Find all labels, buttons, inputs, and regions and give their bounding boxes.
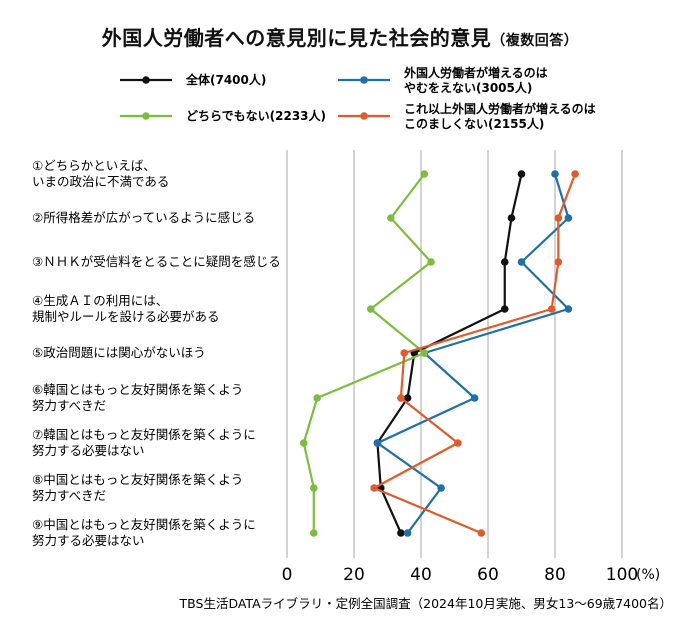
category-label: ①どちらかといえば、 [32, 158, 156, 173]
category-label: ⑥韓国とはもっと友好関係を築くよう [32, 382, 243, 397]
x-tick-label: 80 [544, 565, 566, 585]
legend-swatch-dot [360, 112, 368, 120]
legend-swatch-dot [142, 76, 150, 84]
category-label: ⑧中国とはもっと友好関係を築くよう [32, 472, 243, 487]
data-point [507, 214, 516, 222]
category-label: 努力すべきだ [32, 398, 106, 413]
data-point [387, 214, 395, 222]
data-point [551, 170, 559, 178]
data-point [517, 258, 526, 266]
data-point [547, 305, 556, 313]
data-point [310, 529, 318, 537]
title-main: 外国人労働者への意見別に見た社会的意見 [101, 26, 492, 50]
title-subtitle: （複数回答） [491, 33, 579, 49]
data-point [397, 394, 405, 402]
series-group [299, 170, 579, 537]
x-axis: 0 20 40 60 80 100(%) [282, 565, 661, 585]
category-label: ⑨中国とはもっと友好関係を築くように [32, 517, 256, 532]
category-label: いまの政治に不満である [32, 174, 169, 189]
x-tick-label: 100 [606, 565, 638, 585]
category-label: 努力する必要はない [32, 443, 145, 458]
data-point [437, 484, 445, 492]
data-point [299, 439, 308, 447]
source-note: TBS生活DATAライブラリ・定例全国調査（2024年10月実施、男女13〜69… [179, 596, 672, 611]
data-point [500, 305, 509, 313]
data-point [420, 349, 429, 357]
data-point [571, 170, 579, 178]
data-point [310, 484, 318, 492]
category-label: ⑦韓国とはもっと友好関係を築くように [32, 427, 256, 442]
category-label: ②所得格差が広がっているように感じる [32, 210, 255, 225]
category-labels: ①どちらかといえば、いまの政治に不満である ②所得格差が広がっているように感じる ③… [32, 158, 281, 548]
legend-label: 全体(7400人) [185, 72, 266, 87]
legend-label: 外国人労働者が増えるのは [404, 65, 548, 80]
gridlines [286, 150, 623, 558]
data-point [554, 214, 563, 222]
data-point [373, 439, 382, 447]
legend-label: どちらでもない(2233人) [186, 108, 326, 123]
data-point [397, 529, 405, 537]
chart-title: 外国人労働者への意見別に見た社会的意見（複数回答） [0, 22, 680, 51]
legend-swatch-dot [142, 112, 150, 120]
data-point [454, 439, 462, 447]
data-point [420, 170, 429, 178]
data-point [403, 529, 412, 537]
legend-swatch-dot [360, 76, 368, 84]
category-label: 努力する必要はない [32, 533, 145, 548]
data-point [477, 529, 486, 537]
data-point [554, 258, 563, 266]
x-tick-label: 60 [477, 565, 499, 585]
category-label: 規制やルールを設ける必要がある [32, 309, 220, 324]
category-label: 努力すべきだ [32, 488, 106, 503]
category-label: ④生成ＡＩの利用には、 [32, 293, 168, 308]
data-point [313, 394, 321, 402]
data-point [370, 484, 378, 492]
x-tick-label: 20 [343, 565, 365, 585]
legend-label: これ以上外国人労働者が増えるのは [404, 101, 596, 116]
data-point [400, 349, 409, 357]
data-point [500, 258, 509, 266]
data-point [470, 394, 479, 402]
data-point [403, 394, 412, 402]
x-tick-label: 40 [410, 565, 432, 585]
data-point [517, 170, 526, 178]
category-label: ③ＮＨＫが受信料をとることに疑問を感じる [32, 254, 281, 269]
category-label: ⑤政治問題には関心がないほう [32, 345, 206, 360]
data-point [427, 258, 435, 266]
data-point [564, 305, 573, 313]
data-point [564, 214, 573, 222]
legend-label: やむをえない(3005人) [404, 80, 532, 95]
legend-label: このましくない(2155人) [404, 116, 544, 131]
x-tick-label: 0 [282, 565, 293, 585]
data-point [366, 305, 375, 313]
x-unit-label: (%) [636, 567, 660, 583]
